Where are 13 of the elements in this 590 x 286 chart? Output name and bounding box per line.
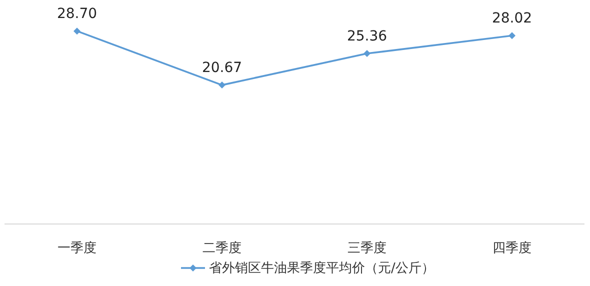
point: [74, 28, 80, 35]
data-label: 28.02: [492, 10, 532, 27]
point: [508, 32, 516, 40]
data-label: 20.67: [202, 60, 242, 76]
x-tick-label: 四季度: [492, 240, 532, 256]
data-label: 25.36: [346, 28, 388, 45]
point: [218, 82, 226, 89]
x-tick-label: 二季度: [202, 240, 242, 256]
point: [364, 50, 370, 58]
x-tick-label: 三季度: [348, 240, 386, 256]
x-tick-label: 一季度: [58, 240, 96, 256]
legend-label: 省外销区牛油果季度平均价（元/公斤）: [209, 260, 434, 276]
data-label: 28.70: [56, 6, 98, 22]
